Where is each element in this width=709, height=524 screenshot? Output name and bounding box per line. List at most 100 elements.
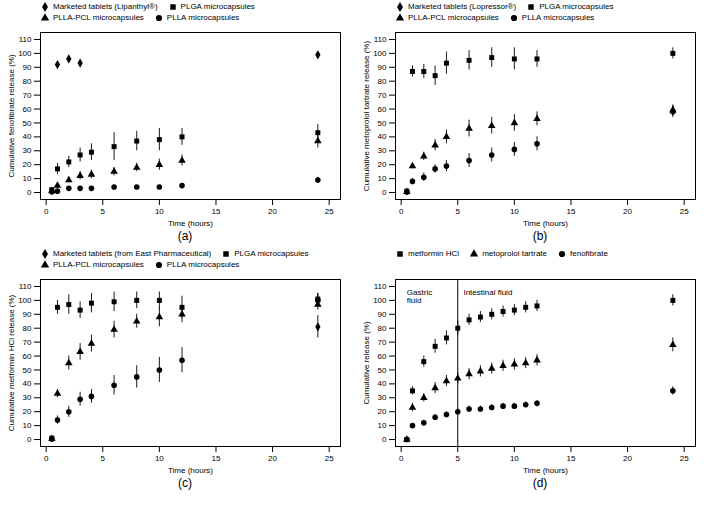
svg-text:0: 0 bbox=[44, 454, 49, 463]
svg-text:30: 30 bbox=[23, 146, 32, 155]
svg-text:40: 40 bbox=[378, 379, 387, 388]
svg-text:70: 70 bbox=[378, 91, 387, 100]
html-text:PLGA microcapsules: PLGA microcapsules bbox=[539, 2, 614, 11]
svg-text:Cumulative fenofibrate release: Cumulative fenofibrate release (%) bbox=[7, 54, 16, 178]
svg-text:10: 10 bbox=[510, 207, 519, 216]
svg-text:40: 40 bbox=[378, 132, 387, 141]
svg-text:80: 80 bbox=[23, 77, 32, 86]
html-text:Marketed tablets (from East Ph: Marketed tablets (from East Pharmaceutic… bbox=[53, 249, 212, 258]
svg-text:40: 40 bbox=[23, 379, 32, 388]
svg-text:Gastricfluid: Gastricfluid bbox=[407, 288, 432, 305]
svg-text:20: 20 bbox=[268, 207, 277, 216]
html-text:PLLA-PCL microcapsules: PLLA-PCL microcapsules bbox=[408, 13, 499, 22]
svg-text:25: 25 bbox=[325, 207, 334, 216]
svg-text:100: 100 bbox=[373, 49, 387, 58]
svg-text:25: 25 bbox=[325, 454, 334, 463]
svg-text:80: 80 bbox=[378, 324, 387, 333]
svg-text:5: 5 bbox=[101, 207, 106, 216]
svg-text:80: 80 bbox=[378, 77, 387, 86]
svg-text:10: 10 bbox=[23, 421, 32, 430]
svg-text:90: 90 bbox=[378, 63, 387, 72]
svg-text:50: 50 bbox=[378, 366, 387, 375]
svg-text:50: 50 bbox=[23, 366, 32, 375]
svg-text:70: 70 bbox=[23, 91, 32, 100]
html-text:Marketed tablets (Lopressor®): Marketed tablets (Lopressor®) bbox=[408, 2, 517, 11]
svg-text:0: 0 bbox=[382, 435, 387, 444]
html-text:metformin HCl: metformin HCl bbox=[408, 249, 460, 258]
svg-text:30: 30 bbox=[378, 393, 387, 402]
html-text:(c): (c) bbox=[178, 476, 192, 490]
html-text:PLLA-PCL microcapsules: PLLA-PCL microcapsules bbox=[53, 260, 144, 269]
svg-text:25: 25 bbox=[680, 207, 689, 216]
svg-text:110: 110 bbox=[374, 282, 387, 291]
svg-text:30: 30 bbox=[23, 393, 32, 402]
svg-text:10: 10 bbox=[510, 454, 519, 463]
svg-text:90: 90 bbox=[23, 310, 32, 319]
svg-text:5: 5 bbox=[456, 207, 461, 216]
svg-text:100: 100 bbox=[18, 296, 32, 305]
svg-text:10: 10 bbox=[23, 174, 32, 183]
svg-text:70: 70 bbox=[378, 338, 387, 347]
svg-text:110: 110 bbox=[19, 35, 32, 44]
svg-text:90: 90 bbox=[378, 310, 387, 319]
svg-text:20: 20 bbox=[378, 407, 387, 416]
svg-text:10: 10 bbox=[378, 421, 387, 430]
svg-text:50: 50 bbox=[23, 119, 32, 128]
svg-text:70: 70 bbox=[23, 338, 32, 347]
svg-text:Time (hours): Time (hours) bbox=[523, 466, 568, 475]
svg-text:0: 0 bbox=[27, 435, 32, 444]
svg-text:15: 15 bbox=[567, 207, 576, 216]
svg-text:Cumulative metoprolol tartrate: Cumulative metoprolol tartrate release (… bbox=[362, 41, 371, 192]
svg-text:90: 90 bbox=[23, 63, 32, 72]
svg-text:10: 10 bbox=[155, 454, 164, 463]
svg-text:0: 0 bbox=[27, 188, 32, 197]
svg-text:25: 25 bbox=[680, 454, 689, 463]
svg-text:10: 10 bbox=[378, 174, 387, 183]
svg-text:20: 20 bbox=[623, 207, 632, 216]
svg-text:50: 50 bbox=[378, 119, 387, 128]
svg-text:20: 20 bbox=[268, 454, 277, 463]
svg-text:20: 20 bbox=[378, 160, 387, 169]
svg-text:0: 0 bbox=[382, 188, 387, 197]
svg-text:80: 80 bbox=[23, 324, 32, 333]
svg-text:15: 15 bbox=[212, 207, 221, 216]
svg-text:20: 20 bbox=[23, 407, 32, 416]
html-text:(d): (d) bbox=[532, 476, 548, 490]
html-text:Marketed tablets (Lipanthyl®): Marketed tablets (Lipanthyl®) bbox=[53, 2, 158, 11]
svg-text:0: 0 bbox=[44, 207, 49, 216]
svg-text:Time (hours): Time (hours) bbox=[523, 219, 568, 228]
html-text:(a): (a) bbox=[177, 229, 193, 243]
html-text:PLLA microcapsules: PLLA microcapsules bbox=[521, 13, 595, 22]
svg-text:60: 60 bbox=[23, 105, 32, 114]
html-text:(b): (b) bbox=[532, 229, 548, 243]
svg-text:110: 110 bbox=[374, 35, 387, 44]
svg-text:60: 60 bbox=[378, 352, 387, 361]
svg-text:30: 30 bbox=[378, 146, 387, 155]
svg-text:110: 110 bbox=[19, 282, 32, 291]
svg-text:5: 5 bbox=[456, 454, 461, 463]
svg-text:0: 0 bbox=[399, 207, 404, 216]
html-text:PLLA microcapsules: PLLA microcapsules bbox=[166, 260, 240, 269]
html-text:PLGA microcapsules: PLGA microcapsules bbox=[234, 249, 309, 258]
html-text:metoprolol tartrate: metoprolol tartrate bbox=[482, 249, 547, 258]
svg-text:Cumulative release (%): Cumulative release (%) bbox=[362, 321, 371, 404]
svg-text:0: 0 bbox=[399, 454, 404, 463]
svg-text:10: 10 bbox=[155, 207, 164, 216]
svg-text:40: 40 bbox=[23, 132, 32, 141]
html-text:PLLA-PCL microcapsules: PLLA-PCL microcapsules bbox=[53, 13, 144, 22]
svg-text:100: 100 bbox=[18, 49, 32, 58]
svg-text:Cumulative metformin HCl relea: Cumulative metformin HCl release (%) bbox=[7, 294, 16, 431]
svg-text:20: 20 bbox=[23, 160, 32, 169]
svg-text:15: 15 bbox=[567, 454, 576, 463]
svg-text:100: 100 bbox=[373, 296, 387, 305]
svg-text:5: 5 bbox=[101, 454, 106, 463]
svg-text:Intestinal fluid: Intestinal fluid bbox=[463, 288, 512, 297]
svg-text:15: 15 bbox=[212, 454, 221, 463]
svg-text:20: 20 bbox=[623, 454, 632, 463]
html-text:PLGA microcapsules: PLGA microcapsules bbox=[180, 2, 255, 11]
svg-text:Time (hours): Time (hours) bbox=[168, 466, 213, 475]
svg-text:60: 60 bbox=[23, 352, 32, 361]
html-text:PLLA microcapsules: PLLA microcapsules bbox=[166, 13, 240, 22]
svg-text:Time (hours): Time (hours) bbox=[168, 219, 213, 228]
svg-text:60: 60 bbox=[378, 105, 387, 114]
